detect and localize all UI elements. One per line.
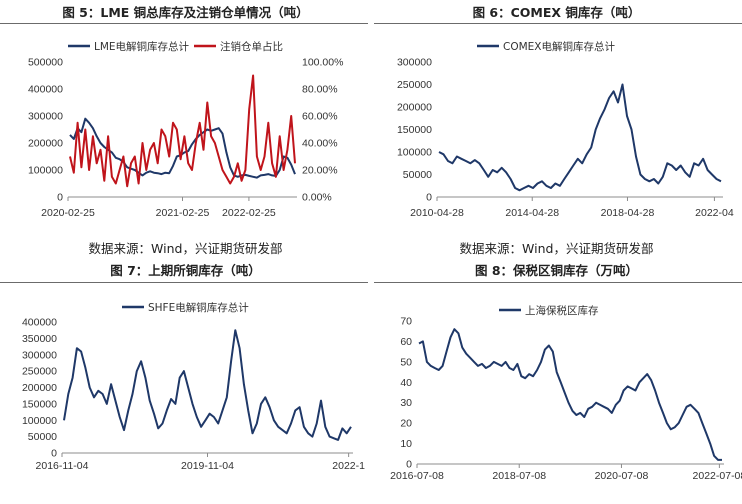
fig7-series-line-0 <box>63 329 352 441</box>
fig5-x-tick-label: 2021-02-25 <box>156 207 210 219</box>
fig6-y-tick-label: 0 <box>426 192 432 204</box>
fig7-y-tick-label: 250000 <box>22 366 57 378</box>
fig6-x-tick-label: 2022-04 <box>695 207 734 219</box>
source-right: 数据来源：Wind，兴证期货研发部 <box>459 241 654 256</box>
fig7-legend-shfe: SHFE电解铜库存总计 <box>148 301 249 314</box>
fig5-title: 图 5：LME 铜总库存及注销仓单情况（吨） <box>62 5 309 20</box>
fig8-x-tick-label: 2018-07-08 <box>492 470 546 482</box>
fig8-title: 图 8：保税区铜库存（万吨） <box>474 263 639 278</box>
fig7-y-tick-label: 400000 <box>22 317 57 329</box>
fig8-y-tick-label: 40 <box>400 377 412 389</box>
fig5-y2-tick-label: 60.00% <box>302 111 338 123</box>
fig8-x-tick-label: 2022-07-08 <box>693 470 742 482</box>
top-rule-left <box>0 23 368 24</box>
fig6-x-tick-label: 2014-04-28 <box>505 207 559 219</box>
fig8-y-tick-label: 30 <box>400 397 412 409</box>
fig8-y-tick-label: 60 <box>400 336 412 348</box>
fig5-x-tick-label: 2020-02-25 <box>41 207 95 219</box>
fig6-y-tick-label: 50000 <box>403 169 432 181</box>
fig5-y-tick-label: 300000 <box>28 111 63 123</box>
fig5-chart: LME电解铜库存总计 注销仓单占比 0 100000 200000 300000 400… <box>28 40 344 219</box>
fig7-y-tick-label: 300000 <box>22 349 57 361</box>
fig5-y-tick-label: 200000 <box>28 138 63 150</box>
fig7-x-tick-label: 2016-11-04 <box>36 460 89 472</box>
fig6-y-tick-label: 250000 <box>397 79 432 91</box>
fig6-y-tick-label: 100000 <box>397 147 432 159</box>
fig5-series-line-1 <box>69 74 296 188</box>
fig6-chart: COMEX电解铜库存总计 0 50000 100000 150000 200000 250… <box>397 40 734 219</box>
fig5-y2-tick-label: 80.00% <box>302 84 338 96</box>
fig6-y-tick-label: 300000 <box>397 57 432 69</box>
fig8-y-tick-label: 70 <box>400 316 412 328</box>
fig5-y2-tick-label: 0.00% <box>302 192 332 204</box>
fig5-x-tick-label: 2022-02-25 <box>222 207 276 219</box>
fig5-y-tick-label: 500000 <box>28 57 63 69</box>
fig8-y-tick-label: 20 <box>400 418 412 430</box>
fig7-y-tick-label: 150000 <box>22 398 57 410</box>
mid-rule-right <box>374 282 742 283</box>
fig7-y-tick-label: 350000 <box>22 333 57 345</box>
fig8-chart: 上海保税区库存 0 10 20 30 40 50 60 70 2016-07-08 2018-07… <box>390 304 742 482</box>
fig5-y-tick-label: 0 <box>57 192 63 204</box>
fig6-y-tick-label: 150000 <box>397 124 432 136</box>
fig6-series-line-0 <box>438 83 722 192</box>
fig6-legend-comex: COMEX电解铜库存总计 <box>503 40 615 53</box>
fig8-y-tick-label: 0 <box>406 459 412 471</box>
fig6-x-tick-label: 2018-04-28 <box>601 207 655 219</box>
fig7-y-tick-label: 50000 <box>28 431 57 443</box>
fig7-chart: SHFE电解铜库存总计 0 50000 100000 150000 200000 2500… <box>22 301 365 472</box>
fig8-series-line-0 <box>418 328 722 461</box>
fig7-y-tick-label: 200000 <box>22 382 57 394</box>
mid-rule-left <box>0 282 368 283</box>
fig8-x-tick-label: 2020-07-08 <box>595 470 649 482</box>
fig8-legend-bonded: 上海保税区库存 <box>525 304 599 317</box>
top-rule-right <box>374 23 742 24</box>
fig5-y2-tick-label: 100.00% <box>302 57 343 69</box>
fig8-y-tick-label: 50 <box>400 356 412 368</box>
fig8-x-tick-label: 2016-07-08 <box>390 470 444 482</box>
fig7-title: 图 7：上期所铜库存（吨） <box>110 263 261 278</box>
fig7-y-tick-label: 100000 <box>22 415 57 427</box>
fig6-y-tick-label: 200000 <box>397 102 432 114</box>
fig7-x-tick-label: 2022-1 <box>332 460 365 472</box>
source-left: 数据来源：Wind，兴证期货研发部 <box>88 241 283 256</box>
fig5-legend-cancel: 注销仓单占比 <box>220 40 283 53</box>
fig5-y2-tick-label: 40.00% <box>302 138 338 150</box>
fig6-x-tick-label: 2010-04-28 <box>410 207 464 219</box>
fig8-y-tick-label: 10 <box>400 438 412 450</box>
fig7-x-tick-label: 2019-11-04 <box>181 460 234 472</box>
fig5-y-tick-label: 400000 <box>28 84 63 96</box>
fig5-y-tick-label: 100000 <box>28 165 63 177</box>
fig5-legend-lme: LME电解铜库存总计 <box>94 40 190 53</box>
fig7-y-tick-label: 0 <box>51 448 57 460</box>
fig5-y2-tick-label: 20.00% <box>302 165 338 177</box>
fig6-title: 图 6：COMEX 铜库存（吨） <box>472 5 641 20</box>
